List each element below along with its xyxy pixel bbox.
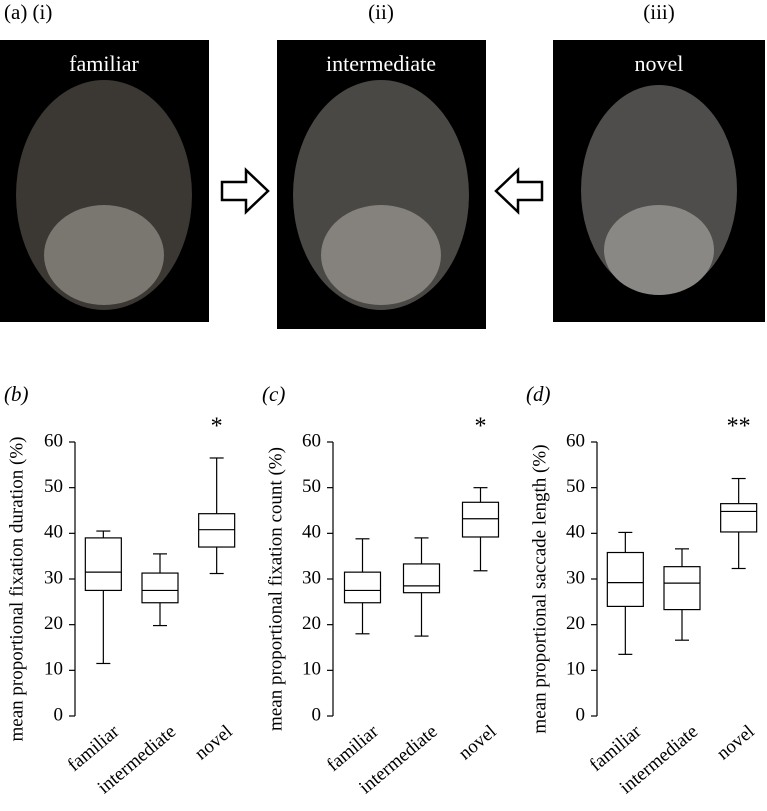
- y-tick-label: 40: [566, 522, 585, 543]
- photo-label: novel: [635, 51, 684, 76]
- significance: **: [727, 414, 751, 440]
- panel-tag: (iii): [643, 0, 675, 24]
- y-tick-label: 60: [566, 430, 585, 451]
- box: [343, 571, 382, 604]
- y-tick-label: 50: [566, 476, 585, 497]
- y-tick-label: 20: [566, 613, 585, 634]
- panel-label: (b): [4, 382, 29, 406]
- box: [198, 513, 236, 548]
- photo-label: familiar: [69, 51, 139, 76]
- box: [84, 537, 122, 592]
- panel-tag: (ii): [368, 0, 394, 24]
- y-axis-label: mean proportional fixation count (%): [265, 447, 286, 731]
- arrow-left: [494, 167, 544, 215]
- panel-label: (c): [262, 382, 285, 406]
- panel-a: (a) (i) (ii) (iii) familiar intermediate…: [0, 0, 765, 329]
- y-tick-label: 60: [302, 430, 321, 451]
- y-tick-label: 0: [576, 704, 586, 725]
- y-tick-label: 40: [302, 522, 321, 543]
- muzzle-intermediate: [321, 205, 441, 305]
- y-tick-label: 50: [302, 476, 321, 497]
- significance: *: [475, 414, 487, 440]
- arrow-right: [220, 167, 270, 215]
- y-axis-label: mean proportional saccade length (%): [529, 444, 550, 733]
- y-tick-label: 20: [302, 613, 321, 634]
- x-tick-label: novel: [713, 721, 759, 764]
- box: [402, 563, 441, 594]
- muzzle-familiar: [44, 205, 164, 305]
- photo-label: intermediate: [326, 51, 436, 76]
- y-tick-label: 50: [44, 476, 63, 497]
- y-tick-label: 10: [44, 659, 63, 680]
- x-tick-label: novel: [455, 721, 501, 764]
- muzzle-novel: [604, 205, 714, 295]
- y-axis-label: mean proportional fixation duration (%): [6, 437, 27, 742]
- y-tick-label: 0: [312, 704, 322, 725]
- y-tick-label: 20: [44, 613, 63, 634]
- panel-label: (d): [526, 382, 551, 406]
- y-tick-label: 0: [54, 704, 64, 725]
- y-tick-label: 40: [44, 522, 63, 543]
- box: [720, 503, 758, 533]
- y-tick-label: 10: [302, 659, 321, 680]
- y-tick-label: 30: [566, 567, 585, 588]
- box: [141, 572, 179, 604]
- y-tick-label: 30: [302, 567, 321, 588]
- y-tick-label: 60: [44, 430, 63, 451]
- box: [606, 551, 644, 607]
- box: [663, 566, 701, 611]
- y-tick-label: 30: [44, 567, 63, 588]
- significance: *: [211, 414, 223, 440]
- box: [461, 501, 500, 538]
- x-tick-label: novel: [191, 721, 237, 764]
- panel-tag: (a) (i): [4, 0, 52, 24]
- y-tick-label: 10: [566, 659, 585, 680]
